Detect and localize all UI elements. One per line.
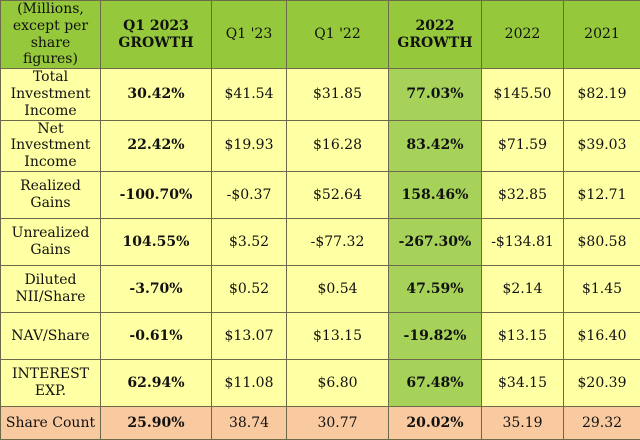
table-row: Net Investment Income 22.42% $19.93 $16.… — [1, 120, 640, 171]
cell-2021: $1.45 — [564, 265, 640, 312]
header-row: (Millions, except per share figures) Q1 … — [1, 1, 640, 69]
cell-2021: 29.32 — [564, 406, 640, 439]
cell-q1-growth: -100.70% — [101, 171, 212, 218]
header-2022-growth: 2022 GROWTH — [389, 1, 482, 69]
cell-q1-22: -$77.32 — [287, 218, 389, 265]
cell-q1-23: $3.52 — [212, 218, 287, 265]
row-label: NAV/Share — [1, 312, 101, 359]
table-row: Diluted NII/Share -3.70% $0.52 $0.54 47.… — [1, 265, 640, 312]
cell-q1-23: $13.07 — [212, 312, 287, 359]
cell-q1-23: $19.93 — [212, 120, 287, 171]
table-row-share-count: Share Count 25.90% 38.74 30.77 20.02% 35… — [1, 406, 640, 439]
header-2021: 2021 — [564, 1, 640, 69]
cell-2022: -$134.81 — [482, 218, 564, 265]
cell-2022: $145.50 — [482, 69, 564, 120]
table-row: INTEREST EXP. 62.94% $11.08 $6.80 67.48%… — [1, 359, 640, 406]
header-2022: 2022 — [482, 1, 564, 69]
header-label: (Millions, except per share figures) — [1, 1, 101, 69]
cell-q1-22: 30.77 — [287, 406, 389, 439]
cell-q1-growth: -3.70% — [101, 265, 212, 312]
cell-2022-growth: 47.59% — [389, 265, 482, 312]
cell-2022: $2.14 — [482, 265, 564, 312]
cell-2022-growth: 67.48% — [389, 359, 482, 406]
cell-q1-growth: 30.42% — [101, 69, 212, 120]
cell-q1-23: $0.52 — [212, 265, 287, 312]
row-label: Diluted NII/Share — [1, 265, 101, 312]
cell-q1-growth: -0.61% — [101, 312, 212, 359]
cell-2022-growth: 20.02% — [389, 406, 482, 439]
cell-q1-23: 38.74 — [212, 406, 287, 439]
cell-2022-growth: -267.30% — [389, 218, 482, 265]
cell-2021: $80.58 — [564, 218, 640, 265]
cell-q1-22: $6.80 — [287, 359, 389, 406]
row-label: Unrealized Gains — [1, 218, 101, 265]
table-row: Unrealized Gains 104.55% $3.52 -$77.32 -… — [1, 218, 640, 265]
row-label: Share Count — [1, 406, 101, 439]
table-row: Realized Gains -100.70% -$0.37 $52.64 15… — [1, 171, 640, 218]
cell-2022: $13.15 — [482, 312, 564, 359]
table-row: NAV/Share -0.61% $13.07 $13.15 -19.82% $… — [1, 312, 640, 359]
cell-2021: $39.03 — [564, 120, 640, 171]
cell-q1-growth: 104.55% — [101, 218, 212, 265]
row-label: INTEREST EXP. — [1, 359, 101, 406]
cell-q1-22: $0.54 — [287, 265, 389, 312]
cell-2022-growth: 83.42% — [389, 120, 482, 171]
cell-q1-23: -$0.37 — [212, 171, 287, 218]
cell-q1-22: $31.85 — [287, 69, 389, 120]
header-q1-22: Q1 '22 — [287, 1, 389, 69]
cell-2022: $34.15 — [482, 359, 564, 406]
cell-q1-growth: 25.90% — [101, 406, 212, 439]
cell-q1-23: $41.54 — [212, 69, 287, 120]
cell-2021: $16.40 — [564, 312, 640, 359]
cell-q1-growth: 62.94% — [101, 359, 212, 406]
cell-2022: $71.59 — [482, 120, 564, 171]
cell-2022: 35.19 — [482, 406, 564, 439]
cell-2022-growth: 77.03% — [389, 69, 482, 120]
header-q1-2023-growth: Q1 2023 GROWTH — [101, 1, 212, 69]
header-q1-23: Q1 '23 — [212, 1, 287, 69]
row-label: Total Investment Income — [1, 69, 101, 120]
cell-q1-growth: 22.42% — [101, 120, 212, 171]
row-label: Net Investment Income — [1, 120, 101, 171]
cell-q1-22: $52.64 — [287, 171, 389, 218]
table-row: Total Investment Income 30.42% $41.54 $3… — [1, 69, 640, 120]
cell-2022: $32.85 — [482, 171, 564, 218]
cell-2021: $20.39 — [564, 359, 640, 406]
cell-2022-growth: 158.46% — [389, 171, 482, 218]
cell-2021: $12.71 — [564, 171, 640, 218]
row-label: Realized Gains — [1, 171, 101, 218]
cell-q1-22: $13.15 — [287, 312, 389, 359]
cell-2022-growth: -19.82% — [389, 312, 482, 359]
cell-q1-22: $16.28 — [287, 120, 389, 171]
cell-q1-23: $11.08 — [212, 359, 287, 406]
cell-2021: $82.19 — [564, 69, 640, 120]
